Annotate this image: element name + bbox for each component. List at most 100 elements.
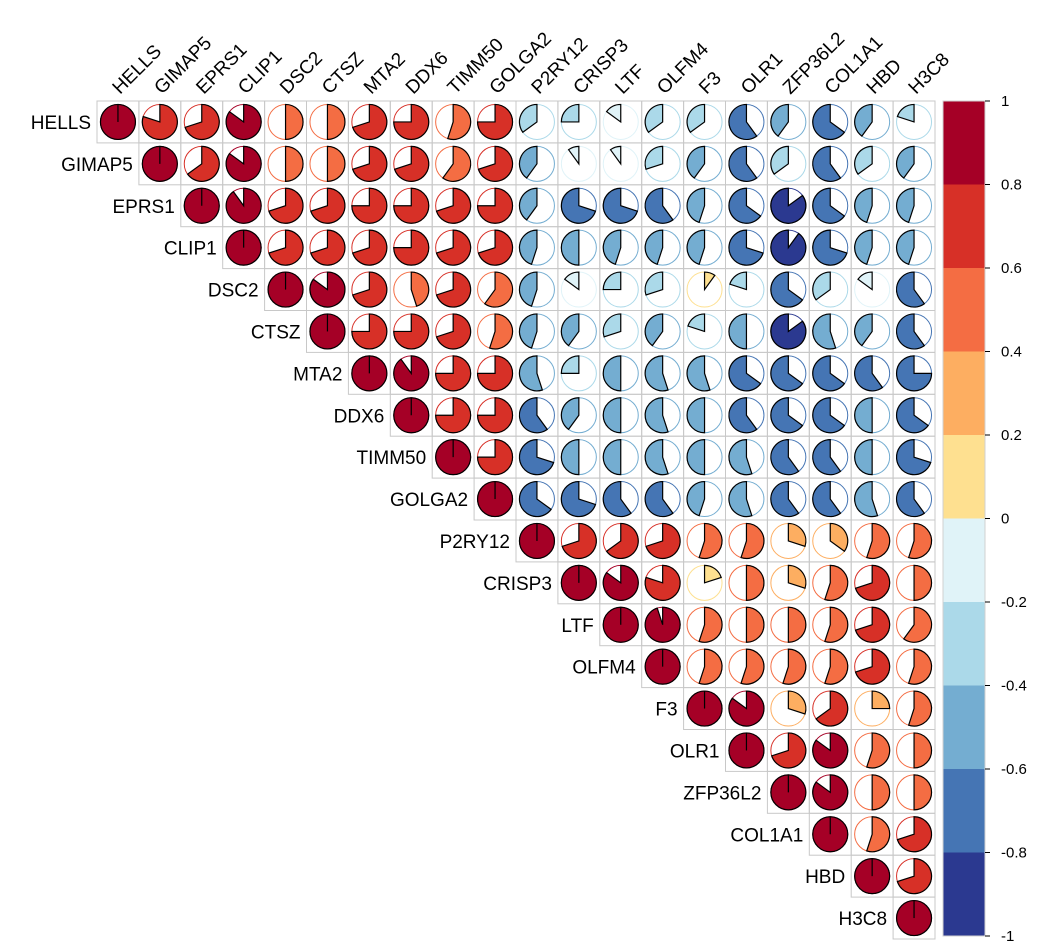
pie-cell-EPRS1-F3 xyxy=(683,184,726,228)
pie-cell-EPRS1-TIMM50 xyxy=(431,184,475,228)
pie-cell-HELLS-OLFM4 xyxy=(641,100,685,144)
row-label-P2RY12: P2RY12 xyxy=(440,532,510,553)
pie-cell-HELLS-GIMAP5 xyxy=(138,100,182,144)
pie-cell-P2RY12-HBD xyxy=(850,519,894,563)
pie-cell-OLFM4-COL1A1 xyxy=(808,645,852,689)
pie-cell-OLFM4-ZFP36L2 xyxy=(766,645,810,689)
pie-cell-CLIP1-DDX6 xyxy=(389,226,433,270)
row-label-H3C8: H3C8 xyxy=(839,909,888,930)
pie-cell-CTSZ-HBD xyxy=(850,310,894,353)
pie-cell-GIMAP5-DDX6 xyxy=(389,142,433,186)
pie-cell-LTF-ZFP36L2 xyxy=(766,603,810,647)
pie-cell-CTSZ-MTA2 xyxy=(347,310,391,353)
pie-cell-MTA2-H3C8 xyxy=(892,351,936,395)
legend-tick-label: -0.2 xyxy=(1001,594,1027,611)
pie-cell-MTA2-F3 xyxy=(683,351,726,395)
pie-cell-DDX6-TIMM50 xyxy=(431,393,475,437)
pie-cell-HELLS-HELLS xyxy=(96,100,140,144)
pie-cell-CLIP1-OLR1 xyxy=(725,226,768,270)
pie-cell-TIMM50-TIMM50 xyxy=(431,435,475,479)
row-label-GIMAP5: GIMAP5 xyxy=(61,155,133,176)
pie-cell-DSC2-GOLGA2 xyxy=(473,268,517,312)
pie-cell-DSC2-TIMM50 xyxy=(431,268,475,312)
pie-cell-TIMM50-P2RY12 xyxy=(515,435,559,479)
legend-bin xyxy=(943,435,985,519)
pie-cell-OLR1-H3C8 xyxy=(892,729,936,772)
pie-cell-COL1A1-COL1A1 xyxy=(808,812,852,856)
pie-cell-CLIP1-GOLGA2 xyxy=(473,226,517,270)
pie-cell-CLIP1-LTF xyxy=(599,226,643,270)
pie-cell-HELLS-H3C8 xyxy=(892,100,936,144)
pie-cell-OLR1-HBD xyxy=(850,729,894,772)
pie-cell-CRISP3-H3C8 xyxy=(892,561,936,605)
pie-cell-GIMAP5-LTF xyxy=(599,142,643,186)
col-label-H3C8: H3C8 xyxy=(905,49,954,98)
pie-cell-EPRS1-OLFM4 xyxy=(641,184,685,228)
legend-bin xyxy=(943,852,985,937)
color-legend: 1 0.8 0.6 0.4 0.2 0 -0.2 -0.4 -0.6 -0.8 -1 xyxy=(942,93,1027,945)
pie-cell-COL1A1-HBD xyxy=(850,812,894,856)
pie-cell-GIMAP5-TIMM50 xyxy=(431,142,475,186)
pie-cell-HELLS-DSC2 xyxy=(264,100,308,144)
pie-cell-MTA2-TIMM50 xyxy=(431,351,475,395)
pie-cell-CRISP3-COL1A1 xyxy=(808,561,852,605)
pie-cell-CLIP1-TIMM50 xyxy=(431,226,475,270)
row-label-HELLS: HELLS xyxy=(31,113,91,134)
row-label-OLR1: OLR1 xyxy=(670,741,720,762)
pie-cell-MTA2-HBD xyxy=(850,351,894,395)
pie-cell-HELLS-CTSZ xyxy=(306,100,349,144)
pie-cell-LTF-OLFM4 xyxy=(641,603,685,647)
row-label-OLFM4: OLFM4 xyxy=(572,658,636,679)
pie-cell-DDX6-LTF xyxy=(599,393,643,437)
pie-cell-GIMAP5-CRISP3 xyxy=(557,142,601,186)
pie-cell-TIMM50-ZFP36L2 xyxy=(766,435,810,479)
pie-cell-HELLS-TIMM50 xyxy=(431,100,475,144)
pie-cell-DSC2-HBD xyxy=(850,268,894,312)
pie-cell-GOLGA2-OLR1 xyxy=(725,477,768,521)
pie-cell-P2RY12-H3C8 xyxy=(892,519,936,563)
pie-cell-CTSZ-LTF xyxy=(599,310,643,353)
pie-cell-GIMAP5-COL1A1 xyxy=(808,142,852,186)
row-labels: HELLS GIMAP5 EPRS1 CLIP1 DSC2 CTSZ MTA2 DDX6 TIM… xyxy=(31,113,887,930)
pie-cell-HELLS-OLR1 xyxy=(725,100,768,144)
pie-cell-EPRS1-EPRS1 xyxy=(180,184,224,228)
pie-cell-DDX6-ZFP36L2 xyxy=(766,393,810,437)
pie-cell-CLIP1-CRISP3 xyxy=(557,226,601,270)
pie-cell-F3-HBD xyxy=(850,687,894,730)
pie-cell-EPRS1-LTF xyxy=(599,184,643,228)
row-label-DDX6: DDX6 xyxy=(334,406,385,427)
legend-tick-label: 0.2 xyxy=(1001,427,1022,444)
pie-cell-F3-ZFP36L2 xyxy=(766,687,810,730)
pie-cell-LTF-COL1A1 xyxy=(808,603,852,647)
pie-cell-CLIP1-HBD xyxy=(850,226,894,270)
pie-cell-H3C8-H3C8 xyxy=(892,896,936,940)
pie-cell-HELLS-LTF xyxy=(599,100,643,144)
pie-cell-DSC2-LTF xyxy=(599,268,643,312)
row-label-DSC2: DSC2 xyxy=(208,281,259,302)
pie-cell-CTSZ-OLR1 xyxy=(725,310,768,353)
legend-bin xyxy=(943,101,985,185)
pie-cell-CTSZ-CTSZ xyxy=(306,310,349,353)
pie-cell-HELLS-CLIP1 xyxy=(222,100,266,144)
pie-cell-CRISP3-LTF xyxy=(599,561,643,605)
legend-bin xyxy=(943,602,985,686)
pie-cell-F3-OLR1 xyxy=(725,687,768,730)
pie-cell-TIMM50-GOLGA2 xyxy=(473,435,517,479)
pie-cell-CRISP3-CRISP3 xyxy=(557,561,601,605)
matrix-cells xyxy=(96,100,936,940)
pie-cell-GIMAP5-EPRS1 xyxy=(180,142,224,186)
pie-cell-EPRS1-ZFP36L2 xyxy=(766,184,810,228)
pie-cell-MTA2-CRISP3 xyxy=(557,351,601,395)
col-label-LTF: LTF xyxy=(611,61,649,99)
pie-cell-CTSZ-OLFM4 xyxy=(641,310,685,353)
pie-cell-CRISP3-OLR1 xyxy=(725,561,768,605)
pie-cell-CLIP1-ZFP36L2 xyxy=(766,226,810,270)
pie-cell-GOLGA2-HBD xyxy=(850,477,894,521)
pie-cell-CTSZ-F3 xyxy=(683,310,726,353)
pie-cell-F3-COL1A1 xyxy=(808,687,852,730)
legend-bin xyxy=(943,351,985,436)
legend-tick-label: 0.4 xyxy=(1001,344,1022,361)
pie-cell-OLFM4-HBD xyxy=(850,645,894,689)
pie-cell-EPRS1-CRISP3 xyxy=(557,184,601,228)
pie-cell-HELLS-HBD xyxy=(850,100,894,144)
